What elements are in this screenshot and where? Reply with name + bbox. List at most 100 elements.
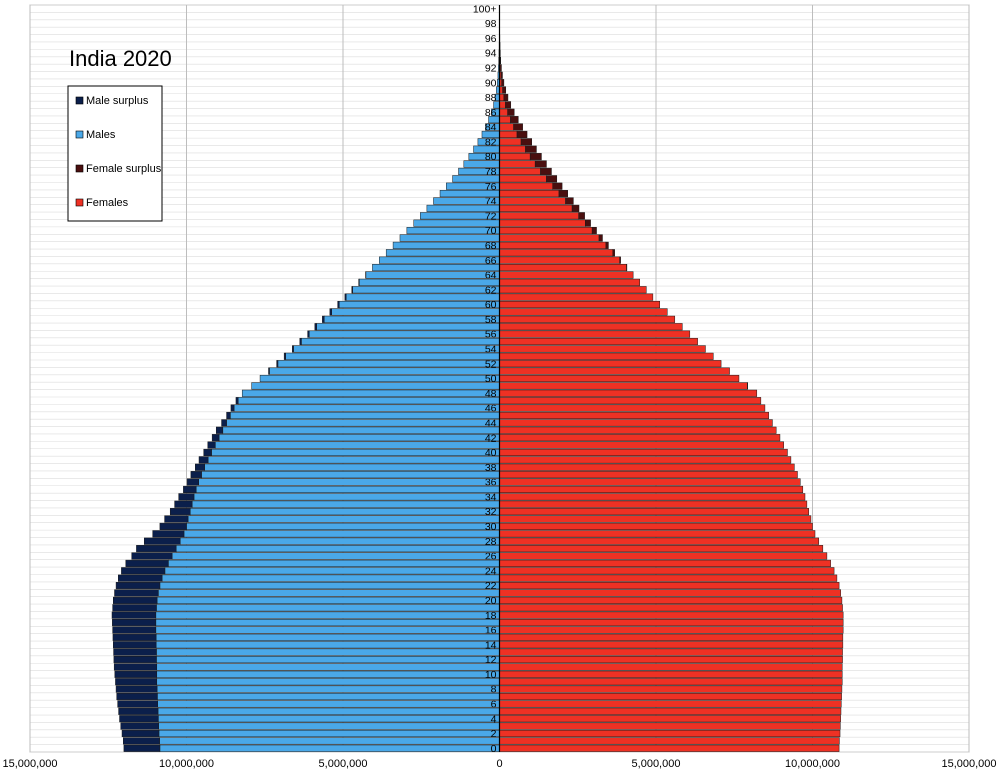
bar-male-surplus-8 — [115, 685, 158, 693]
bar-males-9 — [156, 678, 500, 686]
bar-males-40 — [211, 448, 500, 457]
bar-male-surplus-18 — [111, 611, 157, 619]
bar-males-58 — [323, 315, 500, 323]
bar-female-surplus-92 — [500, 64, 502, 72]
bar-males-17 — [155, 619, 500, 627]
age-label-42: 42 — [485, 432, 497, 444]
bar-females-83 — [499, 130, 518, 138]
bar-male-surplus-39 — [198, 456, 209, 464]
bar-females-14 — [499, 641, 844, 649]
bar-males-52 — [277, 360, 500, 368]
age-label-60: 60 — [485, 299, 497, 311]
bars — [111, 5, 844, 752]
age-label-70: 70 — [485, 225, 497, 237]
bar-females-18 — [499, 611, 844, 619]
bar-females-42 — [499, 434, 781, 442]
bar-male-surplus-13 — [113, 648, 157, 656]
age-label-16: 16 — [485, 625, 497, 637]
bar-male-surplus-23 — [118, 574, 163, 582]
age-label-4: 4 — [491, 713, 497, 725]
bar-males-3 — [158, 722, 500, 730]
bar-male-surplus-28 — [143, 537, 181, 545]
bar-male-surplus-60 — [337, 300, 340, 309]
bar-females-50 — [499, 374, 740, 383]
bar-male-surplus-35 — [183, 485, 197, 493]
bar-males-47 — [237, 397, 500, 405]
bar-female-surplus-75 — [558, 190, 568, 198]
bar-females-78 — [499, 167, 541, 175]
bar-males-6 — [157, 700, 500, 708]
bar-females-47 — [499, 397, 762, 405]
age-label-78: 78 — [485, 166, 497, 178]
age-label-24: 24 — [485, 565, 497, 577]
bar-male-surplus-40 — [203, 448, 212, 457]
bar-females-26 — [499, 552, 828, 560]
legend-label: Males — [86, 129, 116, 141]
bar-female-surplus-71 — [585, 219, 591, 227]
age-label-30: 30 — [485, 521, 497, 533]
bar-males-15 — [155, 633, 500, 641]
bar-males-67 — [385, 249, 500, 257]
bar-females-77 — [499, 175, 547, 183]
bar-males-46 — [233, 404, 500, 412]
age-label-22: 22 — [485, 580, 497, 592]
chart-title: India 2020 — [69, 46, 172, 71]
bar-females-79 — [499, 160, 536, 168]
age-label-58: 58 — [485, 314, 497, 326]
bar-females-37 — [499, 471, 798, 479]
x-tick-labels: 15,000,000 10,000,000 5,000,000 0 5,000,000 1… — [2, 758, 996, 770]
bar-males-39 — [207, 456, 500, 464]
bar-male-surplus-26 — [131, 552, 173, 560]
bar-females-48 — [499, 389, 758, 397]
bar-females-56 — [499, 330, 691, 338]
bar-males-66 — [379, 256, 500, 264]
bar-females-22 — [499, 582, 840, 590]
bar-males-36 — [198, 478, 500, 486]
bar-females-51 — [499, 367, 730, 375]
bar-males-41 — [215, 441, 500, 449]
bar-females-34 — [499, 493, 806, 501]
bar-females-25 — [499, 559, 831, 567]
bar-females-4 — [499, 715, 841, 723]
bar-male-surplus-42 — [211, 434, 220, 442]
age-label-48: 48 — [485, 388, 497, 400]
bar-females-35 — [499, 485, 804, 493]
bar-males-37 — [201, 471, 500, 479]
bar-males-2 — [158, 729, 500, 738]
bar-male-surplus-15 — [112, 633, 157, 641]
bar-female-surplus-79 — [534, 160, 547, 168]
bar-female-surplus-88 — [503, 93, 509, 101]
bar-male-surplus-27 — [136, 545, 177, 553]
x-tick-label: 5,000,000 — [319, 758, 368, 770]
age-labels: 0246810121416182022242628303234363840424… — [473, 3, 497, 755]
age-label-8: 8 — [491, 684, 497, 696]
bar-females-45 — [499, 411, 769, 420]
bar-males-50 — [259, 374, 500, 383]
age-label-76: 76 — [485, 181, 497, 193]
bar-females-71 — [499, 219, 586, 227]
bar-females-60 — [499, 300, 661, 309]
bar-female-surplus-67 — [612, 249, 615, 257]
bar-males-28 — [179, 537, 500, 545]
bar-females-44 — [499, 419, 773, 427]
age-label-80: 80 — [485, 151, 497, 163]
bar-females-16 — [499, 626, 844, 634]
bar-females-36 — [499, 478, 801, 486]
bar-female-surplus-69 — [598, 234, 603, 242]
age-label-10: 10 — [485, 669, 497, 681]
bar-females-38 — [499, 463, 795, 471]
bar-females-40 — [499, 448, 788, 457]
bar-male-surplus-44 — [221, 419, 227, 427]
bar-males-48 — [241, 389, 500, 397]
age-label-28: 28 — [485, 536, 497, 548]
bar-female-surplus-76 — [552, 182, 563, 190]
bar-females-54 — [499, 345, 706, 353]
bar-males-21 — [158, 589, 500, 597]
bar-female-surplus-83 — [516, 130, 528, 138]
bar-males-34 — [193, 493, 500, 501]
bar-males-7 — [157, 692, 500, 701]
x-tick-label: 5,000,000 — [632, 758, 681, 770]
age-label-82: 82 — [485, 136, 497, 148]
bar-females-88 — [499, 93, 505, 101]
